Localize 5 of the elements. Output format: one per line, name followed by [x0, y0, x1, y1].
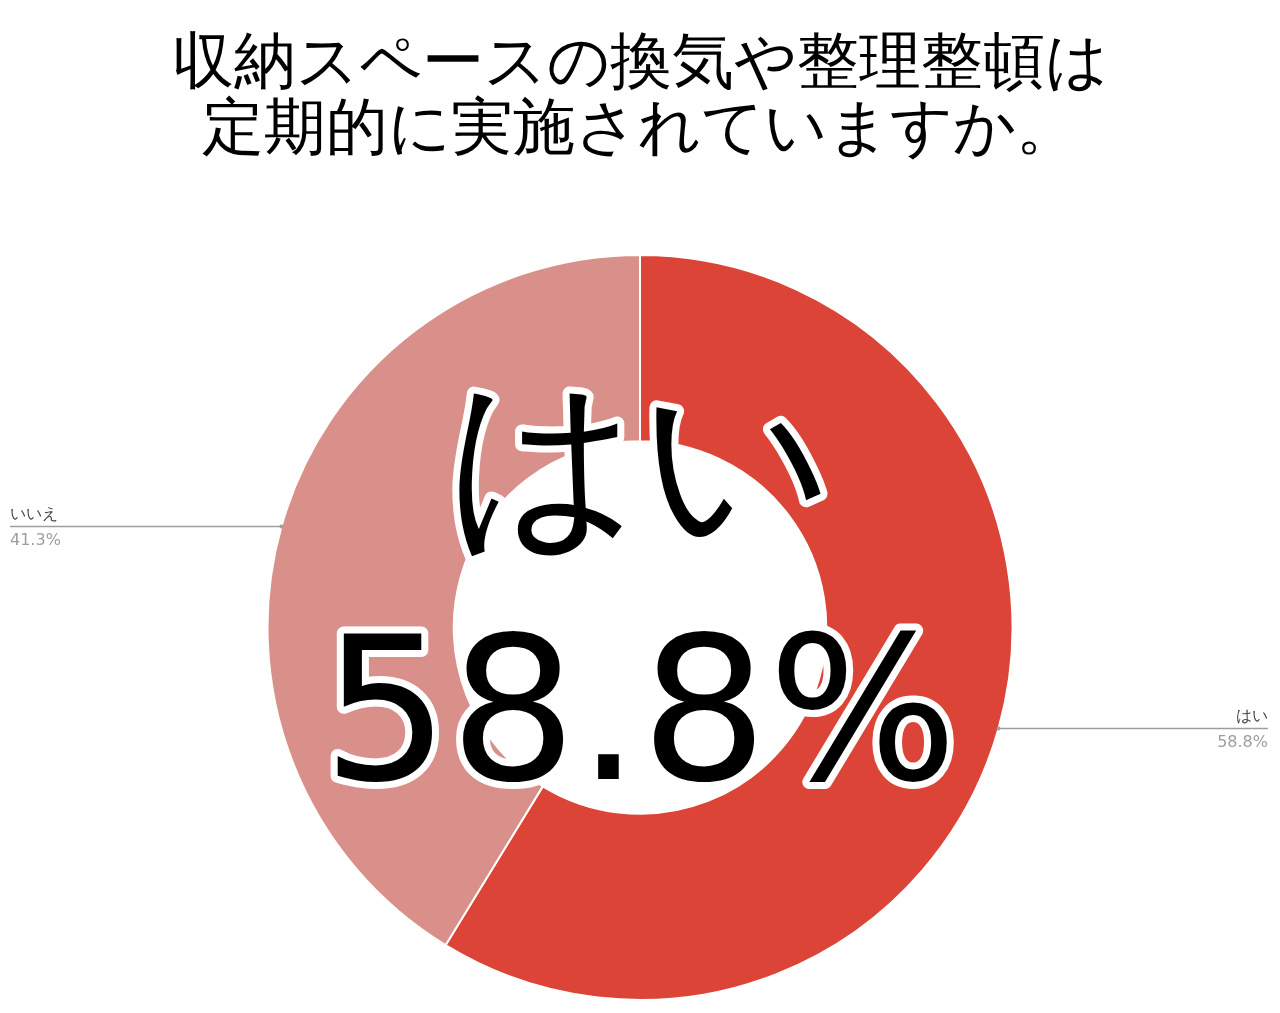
chart-title: 収納スペースの換気や整理整頓は定期的に実施されていますか。 [171, 26, 1109, 161]
data-label: 41.3% [10, 529, 61, 549]
data-label: 58.8% [1217, 731, 1268, 751]
slice-label: はい [1236, 705, 1268, 725]
slice-label: いいえ [10, 503, 58, 523]
